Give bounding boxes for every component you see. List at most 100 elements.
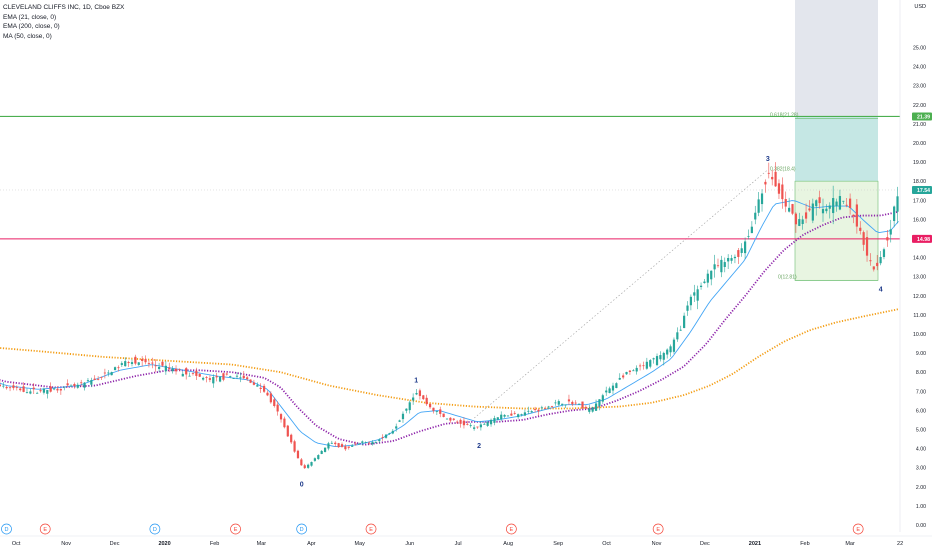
candle-body [205, 377, 208, 378]
candle-body [59, 388, 62, 391]
candle-body [262, 385, 266, 392]
y-tick-label: 6.00 [916, 408, 926, 414]
candle-body [835, 201, 838, 206]
candle-body [32, 387, 35, 390]
y-tick-label: 20.00 [913, 141, 926, 147]
candle-body [821, 208, 825, 214]
candle-body [449, 417, 452, 421]
candle-body [412, 397, 415, 401]
candle-body [628, 370, 632, 372]
x-tick-label: Jul [455, 541, 462, 547]
candle-body [171, 368, 174, 372]
candle-body [699, 285, 703, 288]
candle-body [754, 212, 757, 220]
candle-body [611, 385, 615, 391]
candle-body [344, 446, 347, 450]
candle-body [594, 403, 598, 411]
candle-body [364, 442, 367, 443]
candle-body [777, 183, 781, 194]
y-tick-label: 3.00 [916, 466, 926, 472]
candle-body [550, 405, 554, 407]
y-tick-label: 23.00 [913, 84, 926, 90]
candle-body [747, 235, 750, 237]
candle-body [798, 219, 801, 226]
candle-body [398, 420, 401, 422]
candle-body [290, 434, 293, 443]
candle-body [889, 229, 892, 235]
price-badge-label: 21.39 [917, 114, 930, 120]
x-tick-label: Feb [800, 541, 809, 547]
candle-body [293, 441, 296, 452]
candle-body [686, 305, 689, 311]
candle-body [476, 426, 479, 428]
x-tick-label: Dec [110, 541, 120, 547]
ema200-line [0, 308, 899, 410]
candle-body [103, 372, 106, 374]
candle-body [669, 346, 672, 353]
candle-body [869, 260, 872, 262]
candle-body [517, 414, 520, 418]
candle-body [825, 208, 828, 212]
candle-body [591, 407, 594, 412]
candle-body [601, 395, 604, 402]
candle-body [666, 349, 669, 355]
x-tick-label: 22 [897, 541, 903, 547]
candle-body [848, 198, 852, 208]
candle-body [222, 373, 225, 380]
candle-body [395, 426, 398, 429]
y-tick-label: 17.00 [913, 198, 926, 204]
candle-body [242, 375, 245, 379]
candle-body [743, 241, 747, 254]
candle-body [859, 227, 862, 231]
candle-body [76, 384, 79, 388]
earnings-marker [39, 523, 51, 535]
candle-body [439, 409, 442, 414]
candle-body [405, 408, 408, 411]
y-tick-label: 22.00 [913, 103, 926, 109]
candle-body [168, 367, 171, 370]
candle-body [276, 404, 279, 412]
candle-body [828, 205, 831, 209]
candle-body [527, 410, 530, 412]
x-tick-label: Nov [61, 541, 71, 547]
candle-body [100, 376, 103, 378]
candle-body [683, 315, 686, 329]
candle-body [544, 408, 547, 410]
candle-body [689, 296, 692, 306]
candle-body [25, 392, 29, 394]
candle-body [784, 199, 787, 207]
candle-body [865, 237, 869, 256]
candle-body [66, 383, 69, 386]
candle-body [154, 365, 157, 367]
candle-body [537, 409, 540, 412]
candle-body [266, 392, 269, 396]
event-marker-label: E [510, 527, 514, 533]
x-tick-label: Mar [845, 541, 855, 547]
earnings-marker [852, 523, 864, 535]
x-tick-label: Apr [307, 541, 316, 547]
candle-body [489, 419, 493, 425]
price-badge-label: 17.54 [917, 188, 930, 194]
candle-body [354, 443, 357, 445]
candle-body [249, 379, 252, 383]
candle-body [137, 362, 140, 365]
candle-body [710, 270, 713, 280]
candle-body [791, 204, 794, 214]
candle-body [351, 445, 354, 447]
candle-body [63, 386, 66, 388]
candle-body [804, 212, 808, 219]
candle-body [235, 375, 239, 377]
earnings-marker [365, 523, 377, 535]
event-marker-label: E [369, 527, 373, 533]
candle-body [388, 433, 391, 435]
candle-body [723, 262, 726, 268]
indicator-ema21: EMA (21, close, 0) [3, 13, 57, 21]
y-tick-label: 18.00 [913, 179, 926, 185]
y-tick-label: 24.00 [913, 65, 926, 71]
candle-body [232, 378, 235, 379]
candle-body [642, 365, 645, 367]
y-tick-label: 10.00 [913, 332, 926, 338]
candle-body [418, 390, 422, 396]
candle-body [191, 373, 195, 374]
